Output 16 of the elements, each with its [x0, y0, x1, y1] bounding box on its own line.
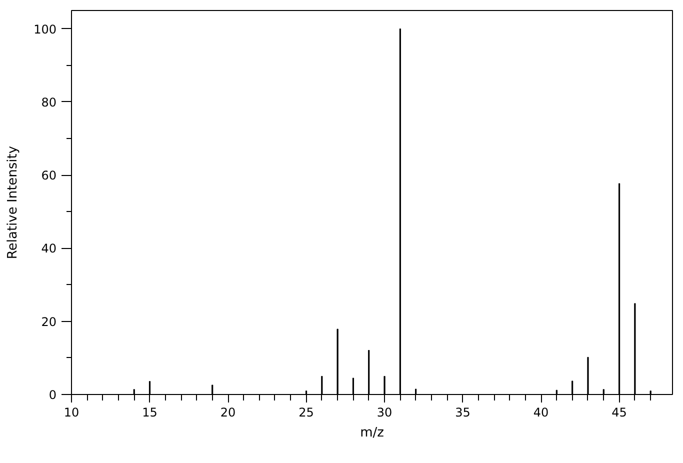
y-tick-label: 80	[41, 95, 57, 110]
y-axis-title: Relative Intensity	[6, 146, 21, 260]
y-tick-label: 40	[41, 242, 57, 256]
x-tick-label: 10	[64, 406, 80, 420]
y-tick-label: 20	[41, 314, 57, 329]
x-axis-title: m/z	[360, 426, 384, 440]
x-tick-label: 30	[376, 406, 392, 420]
y-tick-label: 60	[41, 168, 57, 183]
x-tick-label: 40	[533, 406, 549, 420]
x-tick-label: 25	[298, 406, 314, 420]
x-tick-label: 45	[612, 406, 627, 420]
x-tick-label: 20	[220, 406, 236, 420]
x-tick-label: 15	[142, 406, 158, 420]
y-tick-label: 0	[48, 388, 57, 402]
y-tick-label: 100	[34, 22, 56, 36]
x-tick-label: 35	[455, 406, 470, 420]
